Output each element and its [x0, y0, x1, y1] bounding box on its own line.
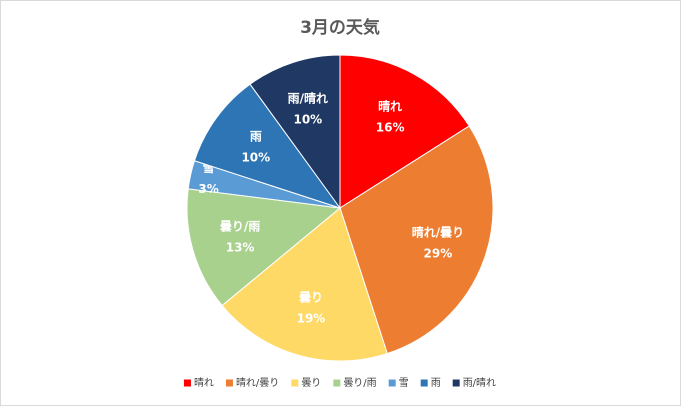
legend-label: 曇り/雨 — [343, 377, 376, 389]
slice-category-label: 晴れ — [378, 98, 402, 113]
legend-swatch — [452, 379, 460, 387]
slice-value-label: 16% — [376, 120, 405, 134]
slice-value-label: 3% — [198, 182, 218, 196]
legend-label: 雪 — [399, 377, 409, 389]
slice-category-label: 雨 — [250, 129, 262, 143]
legend-label: 雨 — [431, 378, 441, 389]
slice-category-label: 曇り — [299, 290, 323, 304]
pie-slice — [193, 83, 342, 209]
legend-label: 晴れ/曇り — [236, 376, 279, 389]
slice-value-label: 19% — [297, 311, 326, 325]
legend-swatch — [225, 379, 233, 387]
chart-title: 3月の天気 — [300, 17, 380, 38]
legend-label: 雨/晴れ — [463, 376, 496, 389]
pie-slice — [221, 207, 388, 362]
slice-category-label: 曇り/雨 — [220, 220, 260, 234]
legend-swatch — [183, 379, 191, 387]
legend-swatch — [388, 379, 396, 387]
legend-swatch — [333, 379, 341, 387]
pie-slice — [339, 125, 494, 355]
legend-swatch — [420, 379, 428, 387]
slice-category-label: 晴れ/曇り — [412, 225, 464, 240]
slice-value-label: 29% — [424, 247, 453, 261]
legend-label: 曇り — [301, 377, 321, 389]
slice-category-label: 雨/晴れ — [288, 91, 328, 106]
slice-value-label: 13% — [226, 241, 255, 255]
slice-value-label: 10% — [241, 150, 270, 164]
legend-swatch — [291, 379, 299, 387]
pie-slice — [249, 54, 341, 210]
pie-slice — [339, 54, 470, 209]
legend-label: 晴れ — [194, 376, 214, 389]
pie-slice — [186, 188, 342, 307]
slice-value-label: 10% — [293, 113, 322, 127]
